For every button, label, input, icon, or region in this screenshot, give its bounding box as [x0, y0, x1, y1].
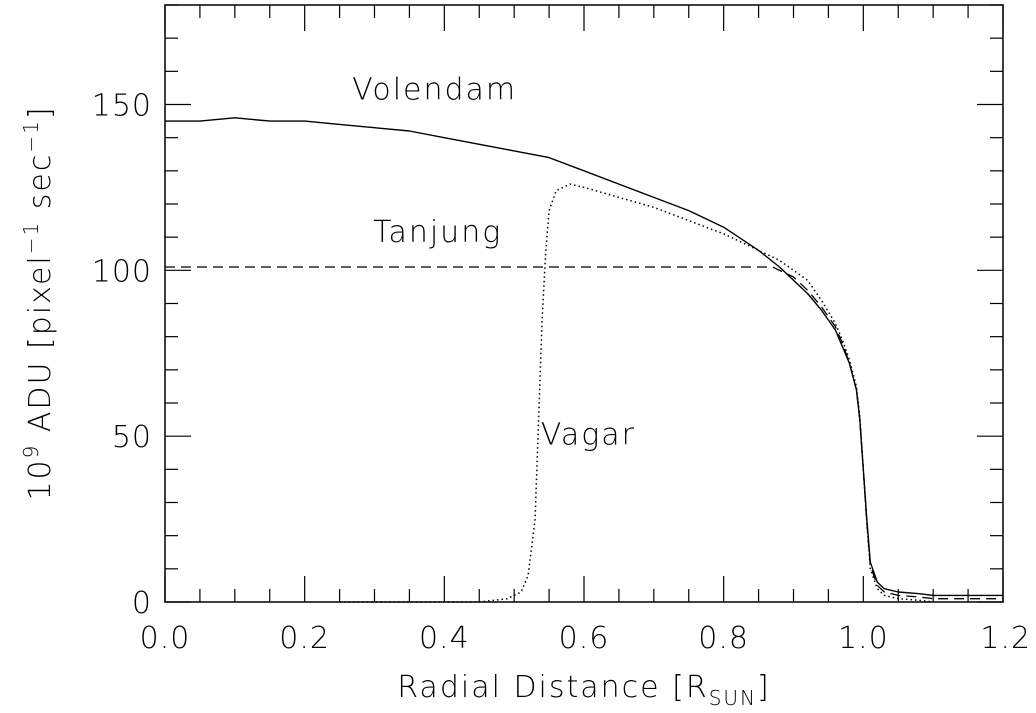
series-line-volendam	[165, 117, 1003, 597]
plot-frame-rect	[164, 4, 1004, 603]
y-axis-title-mid2: sec	[23, 153, 58, 221]
x-tick-label: 1.0	[838, 621, 889, 656]
tick-labels: 0.0 0.2 0.4 0.6 0.8 1.0 1.2 0 50 100 150	[92, 89, 1031, 657]
plot-frame	[164, 4, 1004, 603]
x-tick-label: 0.6	[559, 621, 610, 656]
x-axis-title-main: Radial Distance [R	[397, 670, 708, 705]
x-tick-label: 0.4	[419, 621, 470, 656]
x-tick-label: 0.8	[698, 621, 749, 656]
annotation-tanjung: Tanjung	[373, 215, 502, 250]
series-line-tanjung	[165, 266, 1003, 600]
y-tick-label: 100	[92, 254, 152, 289]
series-lines	[165, 117, 1003, 603]
y-tick-label: 50	[112, 420, 152, 455]
y-axis-title-mid: ADU [pixel	[23, 254, 58, 443]
annotation-vagar: Vagar	[541, 417, 636, 452]
x-axis-title: Radial Distance [RSUN]	[397, 670, 770, 710]
y-axis-title-base: 10	[23, 458, 58, 500]
annotation-volendam: Volendam	[352, 73, 517, 108]
y-axis-title-exp2: −1	[19, 221, 43, 254]
x-tick-label: 0.2	[279, 621, 330, 656]
x-tick-label: 0.0	[140, 621, 191, 656]
y-axis-title: 109 ADU [pixel−1 sec−1]	[19, 105, 58, 500]
y-tick-label: 0	[132, 586, 152, 621]
y-tick-label: 150	[92, 89, 152, 124]
x-axis-title-subscript: SUN	[709, 686, 757, 710]
y-axis-title-exp3: −1	[19, 119, 43, 152]
series-line-vagar	[339, 183, 934, 603]
y-axis-title-exp: 9	[19, 444, 43, 459]
axis-ticks	[164, 4, 1004, 603]
y-axis-title-close: ]	[23, 105, 58, 119]
x-tick-label: 1.2	[980, 621, 1031, 656]
x-axis-title-close: ]	[757, 670, 771, 705]
series-annotations: Volendam Tanjung Vagar	[352, 73, 636, 453]
